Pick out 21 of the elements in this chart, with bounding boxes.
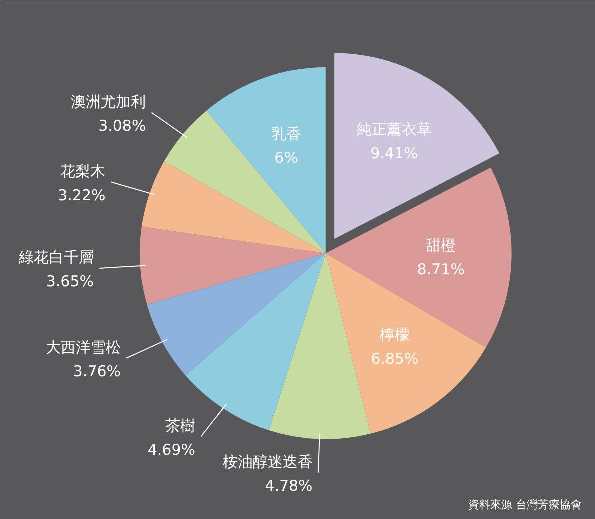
data-label: 4.69%: [148, 440, 196, 459]
data-label: 8.71%: [417, 260, 465, 279]
slice-label: 茶樹: [166, 416, 196, 435]
slice-label: 澳洲尤加利: [71, 92, 146, 111]
data-label: 9.41%: [370, 144, 418, 163]
data-label: 3.65%: [46, 272, 94, 290]
data-label: 3.22%: [58, 186, 106, 204]
slice-label: 大西洋雪松: [46, 338, 122, 356]
slice-label: 綠花白千層: [18, 248, 94, 266]
data-label: 6%: [274, 149, 298, 168]
data-label: 6.85%: [371, 350, 419, 368]
data-label: 3.76%: [73, 362, 122, 380]
slice-label: 甜橙: [426, 236, 456, 255]
slice-label: 桉油醇迷迭香: [222, 452, 313, 471]
data-label: 4.78%: [265, 476, 313, 495]
slice-label: 純正薰衣草: [356, 120, 432, 139]
slice-label: 乳香: [272, 125, 302, 144]
slice-label: 花梨木: [60, 162, 106, 180]
source-note: 資料來源 台灣芳療協會: [468, 498, 582, 512]
slice-label: 檸檬: [380, 326, 410, 344]
data-label: 3.08%: [98, 116, 146, 135]
